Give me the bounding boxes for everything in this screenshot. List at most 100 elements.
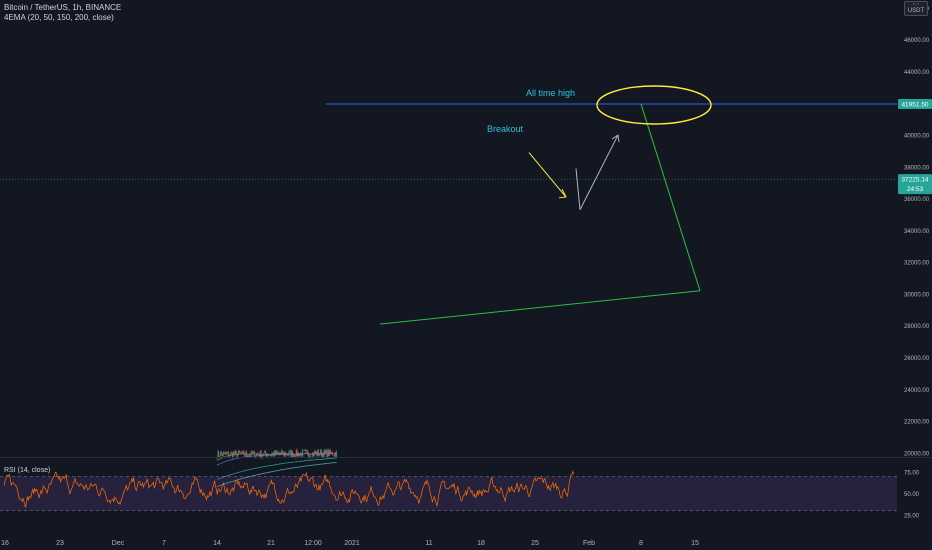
countdown-badge: 24:53	[907, 186, 924, 193]
candle	[289, 449, 291, 453]
candle	[239, 449, 240, 454]
candle	[312, 452, 314, 457]
candle-body	[271, 453, 273, 456]
candle-body	[325, 450, 327, 453]
candle-body	[317, 450, 319, 456]
candle	[222, 450, 224, 457]
ath-annotation[interactable]: All time high	[526, 88, 575, 98]
candle	[242, 450, 244, 453]
symbol-legend[interactable]: Bitcoin / TetherUS, 1h, BINANCE	[4, 3, 122, 12]
candle	[253, 450, 255, 455]
candle-body	[313, 451, 315, 456]
candle-body	[228, 451, 230, 457]
candle	[323, 448, 325, 458]
candle-body	[290, 450, 292, 457]
y-tick-label: 20000.00	[904, 451, 930, 457]
candle-body	[250, 450, 252, 456]
candle	[273, 451, 275, 458]
candle-body	[257, 453, 258, 455]
candle-body	[301, 453, 302, 457]
candle-body	[262, 455, 264, 456]
candle	[314, 450, 316, 455]
dots-menu-icon[interactable]: ⋯	[912, 1, 920, 8]
breakout-arrow[interactable]	[528, 152, 567, 198]
candle-body	[280, 452, 282, 454]
candle	[232, 451, 234, 459]
candle-body	[328, 450, 329, 456]
candle-body	[260, 450, 262, 458]
candle-body	[227, 451, 229, 454]
candle-body	[231, 452, 232, 454]
candle	[225, 452, 227, 455]
candle-body	[240, 453, 242, 454]
candle-body	[277, 452, 279, 454]
candle	[277, 451, 279, 455]
x-tick-label: 21	[267, 540, 275, 547]
y-tick-label: 26000.00	[904, 356, 930, 362]
candle	[335, 451, 337, 458]
x-tick-label: 2021	[344, 540, 360, 547]
triangle-lower-trendline[interactable]	[379, 290, 701, 325]
candle-body	[251, 450, 253, 454]
indicator-legend[interactable]: 4EMA (20, 50, 150, 200, close)	[4, 13, 114, 22]
candle	[231, 451, 233, 460]
target-ellipse[interactable]	[596, 85, 712, 125]
candle-body	[275, 450, 276, 455]
candle-body	[323, 450, 325, 458]
candle	[313, 450, 315, 457]
drawing-tools-layer[interactable]	[0, 85, 897, 325]
candle-body	[306, 450, 308, 452]
candle-body	[217, 451, 219, 459]
candle-body	[321, 450, 322, 457]
candle	[230, 452, 231, 456]
candle	[237, 453, 239, 458]
candle-body	[268, 455, 270, 456]
candle	[249, 453, 250, 457]
currency-badge[interactable]: ⋯ USDT	[904, 1, 928, 16]
candle	[234, 450, 236, 456]
candle-body	[335, 452, 337, 457]
candle	[267, 452, 268, 457]
candle-body	[233, 452, 235, 455]
candle-body	[255, 455, 257, 458]
candle-body	[263, 452, 265, 456]
breakout-annotation[interactable]: Breakout	[487, 124, 524, 134]
projection-arrow-down[interactable]	[575, 168, 581, 210]
x-tick-label: 25	[531, 540, 539, 547]
candle-body	[291, 451, 293, 457]
rsi-y-tick-label: 75.00	[904, 470, 920, 476]
candle	[306, 449, 308, 454]
candle	[235, 449, 237, 454]
candle-body	[307, 451, 309, 456]
candle-body	[274, 450, 275, 456]
candle	[321, 448, 322, 458]
candle-body	[334, 452, 336, 456]
candle-body	[276, 451, 277, 455]
candle-body	[272, 453, 274, 454]
candle-body	[288, 451, 290, 455]
candle-body	[319, 454, 320, 456]
candle	[287, 452, 289, 457]
candle	[336, 450, 338, 458]
y-tick-label: 40000.00	[904, 134, 930, 140]
candle-body	[230, 452, 231, 456]
candle	[281, 448, 283, 455]
candle-body	[221, 452, 222, 455]
candle	[292, 450, 293, 458]
breakout-arrowhead	[558, 188, 567, 199]
candle-body	[305, 450, 307, 452]
candle	[279, 452, 281, 456]
candle	[296, 448, 298, 457]
candle	[244, 453, 246, 457]
candle-body	[273, 453, 275, 456]
candle-body	[229, 455, 230, 457]
candle-body	[281, 450, 283, 453]
candle	[333, 455, 335, 457]
candle	[246, 450, 248, 458]
projection-arrow-up[interactable]	[579, 134, 619, 210]
triangle-upper-trendline[interactable]	[640, 103, 701, 291]
candle-body	[326, 450, 328, 458]
x-tick-label: Dec	[112, 540, 125, 547]
candle	[303, 449, 305, 452]
